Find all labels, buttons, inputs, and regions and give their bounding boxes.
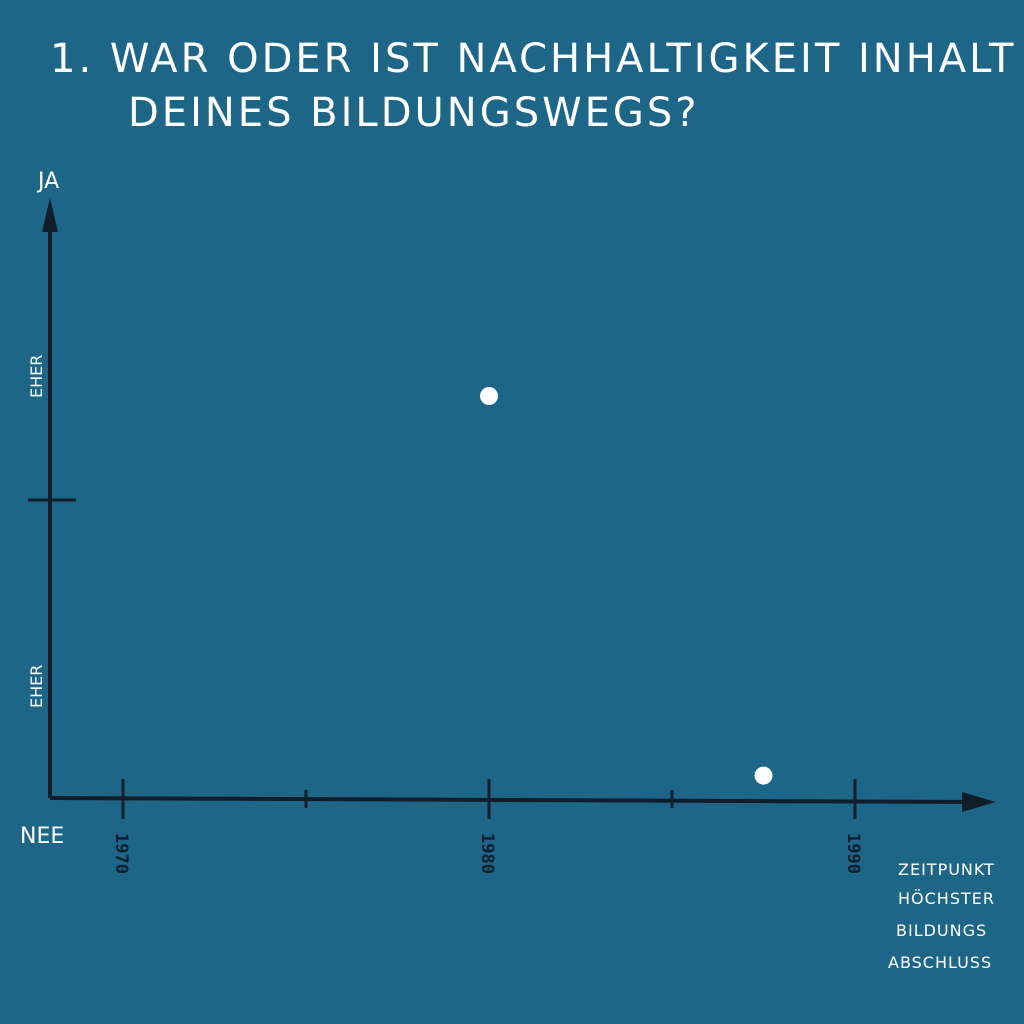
- x-axis-arrowhead: [962, 792, 996, 812]
- x-label-line-4: ABSCHLUSS: [888, 953, 992, 972]
- y-label-eher-lower: EHER: [27, 665, 46, 708]
- x-axis-line: [49, 796, 976, 804]
- y-label-ja: JA: [36, 169, 59, 194]
- data-point: [754, 766, 773, 785]
- x-tick-label-1980: 1980: [477, 833, 497, 874]
- axes: 1970198019902000201020202030: [28, 198, 996, 874]
- data-point: [480, 387, 498, 405]
- chart-title-line-2: DEINES BILDUNGSWEGS?: [128, 90, 700, 136]
- x-label-line-3: BILDUNGS: [896, 921, 987, 940]
- data-points: [480, 387, 773, 785]
- x-axis-ticks: 1970198019902000201020202030: [111, 779, 863, 874]
- x-tick-label-1970: 1970: [111, 833, 131, 874]
- chart-title-line-1: 1. WAR ODER IST NACHHALTIGKEIT INHALT: [50, 36, 1016, 82]
- x-tick-label-1990: 1990: [843, 833, 863, 874]
- y-label-eher-upper: EHER: [27, 355, 46, 398]
- y-axis-arrowhead: [42, 198, 58, 232]
- y-label-nee: NEE: [20, 824, 64, 849]
- x-label-line-2: HÖCHSTER: [898, 889, 995, 908]
- x-label-line-1: ZEITPUNKT: [898, 860, 995, 879]
